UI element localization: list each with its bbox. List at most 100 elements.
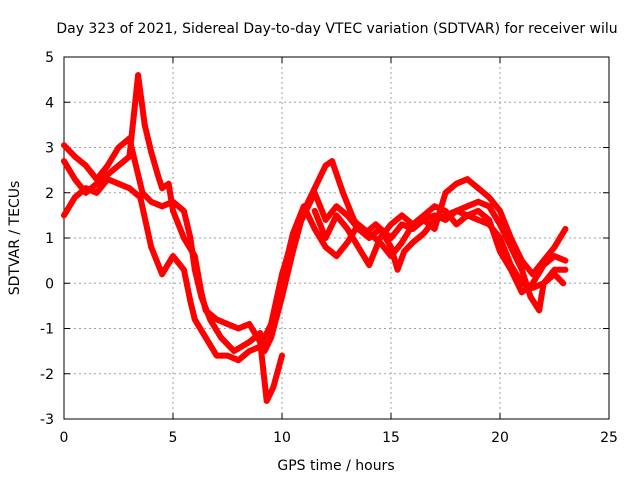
data-point: [453, 207, 460, 214]
data-point-marker: [164, 262, 171, 269]
data-point-marker: [273, 296, 280, 303]
data-point-marker: [77, 158, 84, 165]
data-point: [355, 244, 362, 251]
data-point-marker: [138, 96, 145, 103]
data-point: [61, 212, 67, 219]
data-point: [518, 289, 525, 296]
data-point: [180, 207, 187, 214]
data-point: [398, 212, 405, 219]
data-point: [300, 203, 307, 210]
data-point: [562, 266, 569, 273]
data-point: [366, 262, 373, 269]
data-point: [431, 203, 438, 210]
data-point-marker: [317, 173, 324, 180]
data-point: [377, 225, 384, 232]
data-point-marker: [229, 354, 236, 361]
data-point: [93, 180, 100, 187]
data-point: [187, 235, 194, 241]
data-point: [165, 180, 172, 187]
data-point: [486, 216, 493, 223]
data-point-marker: [480, 189, 487, 196]
data-point-marker: [491, 201, 498, 208]
data-point-marker: [480, 219, 487, 226]
data-series: [61, 72, 569, 404]
data-point: [322, 244, 329, 251]
data-point: [366, 230, 373, 237]
data-point: [191, 316, 198, 323]
x-axis-label: GPS time / hours: [277, 458, 394, 474]
data-point-marker: [404, 230, 411, 237]
data-point-marker: [317, 221, 324, 228]
data-point-marker: [328, 248, 335, 255]
data-point-marker: [219, 318, 226, 325]
data-point: [497, 248, 503, 255]
data-point-marker: [524, 264, 531, 271]
data-point: [464, 176, 471, 183]
data-point-marker: [447, 185, 454, 192]
data-point-marker: [382, 228, 389, 235]
axis-ticks: [63, 56, 610, 420]
data-point-marker: [238, 343, 245, 350]
data-point-marker: [208, 311, 215, 318]
data-point-marker: [175, 221, 182, 228]
data-point-marker: [77, 189, 84, 196]
data-point-marker: [153, 201, 160, 208]
data-point-marker: [143, 194, 150, 201]
x-tick-label: 15: [382, 430, 400, 446]
data-point-marker: [393, 216, 400, 223]
data-point: [71, 194, 78, 201]
data-point-marker: [404, 216, 411, 223]
y-tick-labels: -3 -2 -1 0 1 2 3 4 5: [40, 50, 54, 428]
data-point: [453, 180, 460, 187]
y-tick-label: -2: [40, 367, 54, 383]
data-point: [311, 225, 318, 232]
data-point-marker: [264, 341, 271, 348]
data-point: [475, 185, 482, 192]
data-point: [497, 207, 503, 214]
data-point-marker: [513, 277, 520, 284]
data-point: [536, 307, 543, 314]
data-point-marker: [153, 257, 160, 264]
data-point: [198, 289, 205, 296]
data-point: [409, 239, 416, 246]
data-point: [231, 348, 238, 355]
data-point-marker: [284, 271, 291, 278]
data-point: [311, 189, 318, 196]
data-point: [268, 334, 275, 341]
data-point: [61, 142, 67, 149]
data-point-marker: [328, 223, 335, 230]
data-point: [170, 253, 176, 260]
x-tick-label: 0: [60, 430, 69, 446]
data-point-marker: [184, 221, 191, 228]
data-point-marker: [426, 214, 433, 221]
data-point: [148, 149, 155, 156]
data-point-marker: [556, 266, 563, 273]
data-point: [518, 266, 525, 273]
data-point: [394, 266, 401, 273]
data-point-marker: [338, 207, 345, 214]
data-point-marker: [345, 203, 352, 210]
data-point: [486, 203, 493, 210]
data-point-marker: [338, 219, 345, 226]
data-point: [420, 212, 427, 219]
x-tick-label: 10: [273, 430, 291, 446]
data-point-marker: [415, 235, 422, 241]
data-point: [497, 221, 503, 228]
data-point-marker: [144, 135, 151, 142]
data-point: [137, 194, 144, 201]
data-point-marker: [208, 343, 215, 350]
x-tick-labels: 0 5 10 15 20 25: [60, 430, 618, 446]
data-point: [139, 189, 146, 196]
data-point: [540, 280, 547, 287]
data-point: [388, 253, 394, 260]
data-point-marker: [393, 228, 400, 235]
data-point-marker: [131, 189, 138, 196]
data-point: [377, 239, 384, 246]
data-point: [442, 207, 449, 214]
data-point-marker: [513, 246, 520, 253]
y-tick-label: 3: [45, 141, 54, 157]
data-point: [442, 189, 449, 196]
data-point-marker: [136, 176, 143, 183]
data-point-marker: [306, 201, 313, 208]
